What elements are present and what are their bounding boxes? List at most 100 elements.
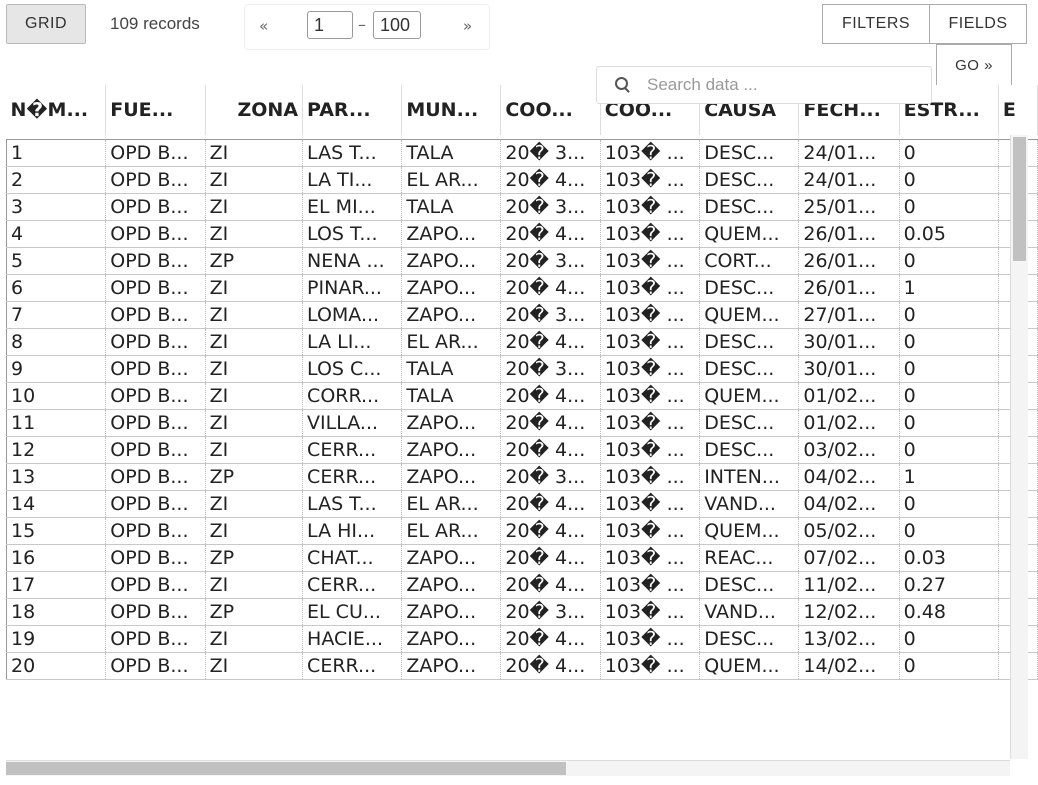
search-input[interactable] (645, 67, 929, 103)
table-cell[interactable]: LOS C... (302, 355, 403, 383)
table-row[interactable]: 14 OPD B... ZI LAS T... EL AR... 20� 4... 103�… (6, 490, 1038, 518)
column-header[interactable]: N�M... (6, 85, 107, 135)
table-cell[interactable]: ZAPO... (401, 436, 502, 464)
table-cell[interactable]: 103� ... (599, 598, 701, 626)
table-cell[interactable]: LAS T... (302, 139, 403, 167)
table-cell[interactable]: 0 (898, 247, 999, 275)
table-cell[interactable]: OPD B... (105, 652, 206, 680)
table-cell[interactable]: 26/01... (798, 247, 900, 275)
table-cell[interactable]: 18 (6, 598, 107, 626)
table-cell[interactable]: CERR... (302, 652, 403, 680)
table-row[interactable]: 3 OPD B... ZI EL MI... TALA 20� 3... 103� ... D… (6, 193, 1038, 221)
table-cell[interactable]: DESC... (699, 193, 800, 221)
table-cell[interactable]: LA HI... (302, 517, 403, 545)
table-row[interactable]: 4 OPD B... ZI LOS T... ZAPO... 20� 4... 103� .… (6, 220, 1038, 248)
table-cell[interactable]: 9 (6, 355, 107, 383)
table-cell[interactable]: 20� 4... (500, 436, 601, 464)
table-cell[interactable]: 0.48 (898, 598, 999, 626)
table-cell[interactable]: 11 (6, 409, 107, 437)
table-row[interactable]: 17 OPD B... ZI CERR... ZAPO... 20� 4... 103� .… (6, 571, 1038, 599)
table-cell[interactable]: 103� ... (599, 490, 701, 518)
table-cell[interactable]: 0 (898, 193, 999, 221)
table-cell[interactable]: ZP (204, 247, 304, 275)
table-cell[interactable]: 20� 4... (500, 625, 601, 653)
table-cell[interactable]: 20� 4... (500, 652, 601, 680)
horizontal-scrollbar[interactable] (6, 760, 1010, 776)
table-row[interactable]: 19 OPD B... ZI HACIE... ZAPO... 20� 4... 103� … (6, 625, 1038, 653)
table-cell[interactable]: 103� ... (599, 544, 701, 572)
table-cell[interactable]: ZAPO... (401, 625, 502, 653)
table-cell[interactable]: 30/01... (798, 328, 900, 356)
table-cell[interactable]: ZI (204, 166, 304, 194)
table-row[interactable]: 12 OPD B... ZI CERR... ZAPO... 20� 4... 103� .… (6, 436, 1038, 464)
table-cell[interactable]: ZI (204, 220, 304, 248)
table-cell[interactable]: ZAPO... (401, 274, 502, 302)
table-cell[interactable]: HACIE... (302, 625, 403, 653)
table-cell[interactable]: DESC... (699, 625, 800, 653)
table-cell[interactable]: 0 (898, 436, 999, 464)
table-cell[interactable]: 0 (898, 355, 999, 383)
table-cell[interactable]: 1 (898, 463, 999, 491)
table-row[interactable]: 2 OPD B... ZI LA TI... EL AR... 20� 4... 103� … (6, 166, 1038, 194)
table-cell[interactable]: OPD B... (105, 193, 206, 221)
table-cell[interactable]: 12 (6, 436, 107, 464)
table-cell[interactable]: PINAR... (302, 274, 403, 302)
table-cell[interactable]: VILLA... (302, 409, 403, 437)
table-cell[interactable]: ZI (204, 193, 304, 221)
table-cell[interactable]: 20� 3... (500, 193, 601, 221)
table-cell[interactable]: VAND... (699, 490, 800, 518)
table-cell[interactable]: CORR... (302, 382, 403, 410)
table-cell[interactable]: 20� 3... (500, 463, 601, 491)
table-cell[interactable]: 103� ... (599, 382, 701, 410)
table-cell[interactable]: OPD B... (105, 139, 206, 167)
table-cell[interactable]: ZI (204, 139, 304, 167)
table-cell[interactable]: 24/01... (798, 166, 900, 194)
table-cell[interactable]: 0 (898, 490, 999, 518)
table-cell[interactable]: DESC... (699, 328, 800, 356)
table-cell[interactable]: CERR... (302, 463, 403, 491)
table-cell[interactable]: 30/01... (798, 355, 900, 383)
table-cell[interactable]: 07/02... (798, 544, 900, 572)
pager-next-button[interactable]: » (463, 17, 473, 35)
table-cell[interactable]: ZI (204, 652, 304, 680)
table-cell[interactable]: 20� 4... (500, 220, 601, 248)
pager-prev-button[interactable]: « (259, 17, 269, 35)
table-row[interactable]: 5 OPD B... ZP NENA ... ZAPO... 20� 3... 103� .… (6, 247, 1038, 275)
table-cell[interactable]: 0 (898, 409, 999, 437)
table-cell[interactable]: 01/02... (798, 409, 900, 437)
table-cell[interactable]: 103� ... (599, 571, 701, 599)
table-cell[interactable]: OPD B... (105, 598, 206, 626)
table-cell[interactable]: 6 (6, 274, 107, 302)
table-cell[interactable]: CHAT... (302, 544, 403, 572)
grid-button[interactable]: GRID (6, 4, 86, 44)
table-cell[interactable]: 103� ... (599, 301, 701, 329)
table-cell[interactable]: 03/02... (798, 436, 900, 464)
table-row[interactable]: 7 OPD B... ZI LOMA... ZAPO... 20� 3... 103� ..… (6, 301, 1038, 329)
table-cell[interactable]: DESC... (699, 571, 800, 599)
table-cell[interactable]: 103� ... (599, 193, 701, 221)
table-cell[interactable]: DESC... (699, 355, 800, 383)
table-cell[interactable]: QUEM... (699, 517, 800, 545)
table-cell[interactable]: 01/02... (798, 382, 900, 410)
table-cell[interactable]: 103� ... (599, 355, 701, 383)
table-cell[interactable]: DESC... (699, 166, 800, 194)
table-cell[interactable]: OPD B... (105, 490, 206, 518)
table-cell[interactable]: ZI (204, 409, 304, 437)
table-row[interactable]: 11 OPD B... ZI VILLA... ZAPO... 20� 4... 103� … (6, 409, 1038, 437)
table-cell[interactable]: 103� ... (599, 328, 701, 356)
table-cell[interactable]: ZAPO... (401, 571, 502, 599)
table-cell[interactable]: ZI (204, 436, 304, 464)
column-header[interactable]: MUN... (401, 85, 502, 135)
table-cell[interactable]: TALA (401, 139, 502, 167)
table-cell[interactable]: 103� ... (599, 220, 701, 248)
table-row[interactable]: 9 OPD B... ZI LOS C... TALA 20� 3... 103� ... D… (6, 355, 1038, 383)
table-cell[interactable]: 17 (6, 571, 107, 599)
table-cell[interactable]: 25/01... (798, 193, 900, 221)
table-cell[interactable]: DESC... (699, 409, 800, 437)
table-cell[interactable]: ZI (204, 571, 304, 599)
table-cell[interactable]: 20� 4... (500, 382, 601, 410)
table-cell[interactable]: OPD B... (105, 166, 206, 194)
table-cell[interactable]: OPD B... (105, 436, 206, 464)
table-cell[interactable]: 103� ... (599, 652, 701, 680)
table-cell[interactable]: 103� ... (599, 625, 701, 653)
